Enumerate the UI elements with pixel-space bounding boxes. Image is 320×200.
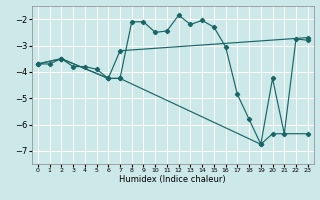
X-axis label: Humidex (Indice chaleur): Humidex (Indice chaleur) [119,175,226,184]
